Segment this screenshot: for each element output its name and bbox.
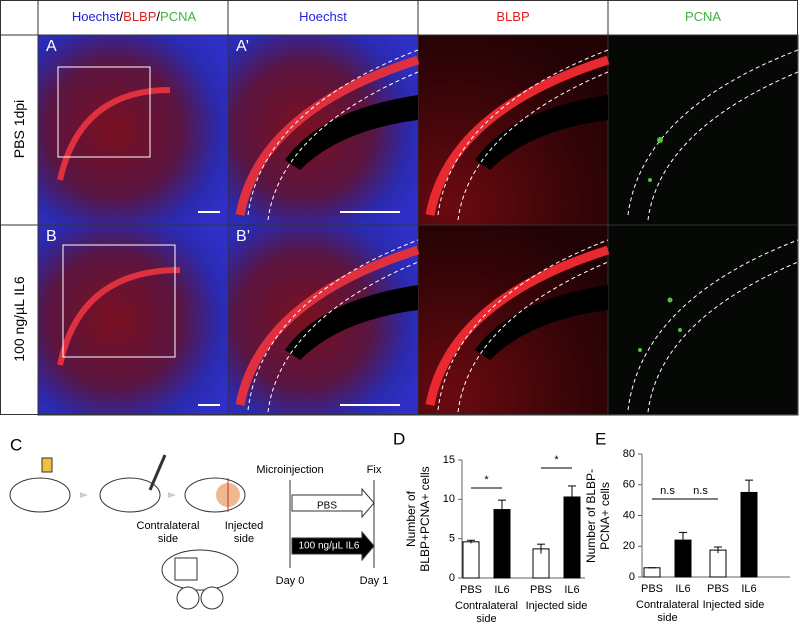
annotation: n.s [660,485,675,497]
header-part: PCNA [160,9,197,24]
tissue [57,55,610,406]
timeline-label: 100 ng/μL IL6 [299,541,360,552]
bar [462,541,480,579]
timeline-label: Day 1 [360,575,389,587]
header-part: / [156,9,161,24]
panel-letter: A’ [236,38,250,55]
x-tick-label: IL6 [494,584,509,596]
header-part: / [119,9,124,24]
image [37,34,229,226]
row-label: 100 ng/µL IL6 [11,276,27,362]
scale-bar [198,211,400,406]
y-tick-label: 5 [449,533,455,545]
selection-box [57,66,176,358]
timeline-label: Fix [367,464,382,476]
column-header: Hoechst [299,9,347,24]
group-label: Contralateral side [636,599,699,624]
schematic-drawing [9,454,375,610]
header-part: Hoechst [71,9,120,24]
annotation: n.s [693,485,708,497]
panel-letter: D [393,429,405,448]
pcna-spots [638,137,682,352]
image-grid [0,0,799,416]
panel-letter: E [595,429,606,448]
annotation: * [484,474,489,486]
x-tick-label: PBS [707,583,729,595]
y-axis-label: Number of BLBP+PCNA+ cells [404,466,432,572]
column-header: PCNA [684,9,722,24]
y-tick-label: 10 [443,493,455,505]
schematic-label: Injected side [224,520,264,545]
timeline-label: PBS [317,501,337,512]
annotation: * [554,454,559,466]
dashed-outline [247,49,799,413]
y-tick-label: 80 [623,448,635,460]
panel-letter: A [46,38,57,55]
x-tick-label: IL6 [564,584,579,596]
bar [563,496,581,579]
y-tick-label: 20 [623,540,635,552]
y-tick-label: 0 [449,572,455,584]
timeline-label: Microinjection [256,464,323,476]
image [607,224,799,416]
column-header: Hoechst/BLBP/PCNA [40,10,228,23]
y-axis-label: Number of BLBP-PCNA+ cells [584,468,612,563]
x-tick-label: PBS [460,584,482,596]
group-label: Injected side [525,600,588,612]
x-tick-label: IL6 [741,583,756,595]
panel-letter: C [10,435,22,454]
timeline-label: Day 0 [276,575,305,587]
panel-letter: B’ [236,228,251,245]
column-header: BLBP [496,9,530,24]
x-tick-label: PBS [641,583,663,595]
bar [709,549,727,578]
y-tick-label: 60 [623,479,635,491]
row-label: PBS 1dpi [11,99,27,159]
group-label: Contralateral side [455,600,518,625]
image [607,34,799,226]
charts: D 0 5 10 15 PBS IL6 PBS IL6 * * E 0 20 40 60 80 PBS IL6 PBS… [393,429,790,596]
header-part: BLBP [123,9,157,24]
x-tick-label: IL6 [675,583,690,595]
y-tick-label: 0 [629,571,635,583]
schematic-label: Contralateral side [136,520,200,545]
y-tick-label: 40 [623,509,635,521]
bar [643,567,661,578]
panel-letter: B [46,228,57,245]
annotation: * [747,501,752,513]
image [37,224,229,416]
y-tick-label: 15 [443,454,455,466]
x-tick-label: PBS [530,584,552,596]
bar [493,509,511,579]
group-label: Injected side [702,599,765,611]
